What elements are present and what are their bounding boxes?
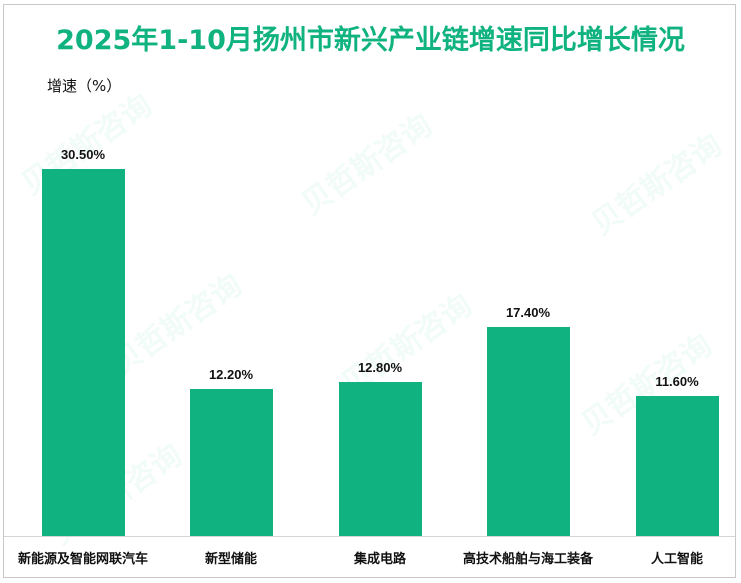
bar bbox=[339, 382, 422, 536]
bar-value-label: 12.80% bbox=[357, 360, 403, 375]
x-axis-category-label: 新能源及智能网联汽车 bbox=[17, 552, 148, 567]
chart-title: 2025年1-10月扬州市新兴产业链增速同比增长情况 bbox=[56, 25, 685, 56]
x-axis-category-label: 人工智能 bbox=[650, 552, 703, 567]
bar-value-label: 11.60% bbox=[655, 374, 699, 389]
bar-value-label: 12.20% bbox=[208, 367, 254, 382]
bar bbox=[487, 327, 570, 536]
y-axis-label: 增速（%） bbox=[47, 77, 122, 95]
x-axis-category-label: 高技术船舶与海工装备 bbox=[462, 552, 593, 567]
chart-frame bbox=[3, 4, 736, 578]
x-axis-category-label: 集成电路 bbox=[353, 552, 406, 567]
bar bbox=[42, 169, 125, 536]
bar bbox=[636, 396, 719, 536]
bar-value-label: 30.50% bbox=[60, 147, 106, 162]
x-axis-line bbox=[4, 536, 735, 537]
bar-value-label: 17.40% bbox=[505, 305, 551, 320]
x-axis-category-label: 新型储能 bbox=[204, 552, 257, 567]
bar bbox=[190, 389, 273, 536]
